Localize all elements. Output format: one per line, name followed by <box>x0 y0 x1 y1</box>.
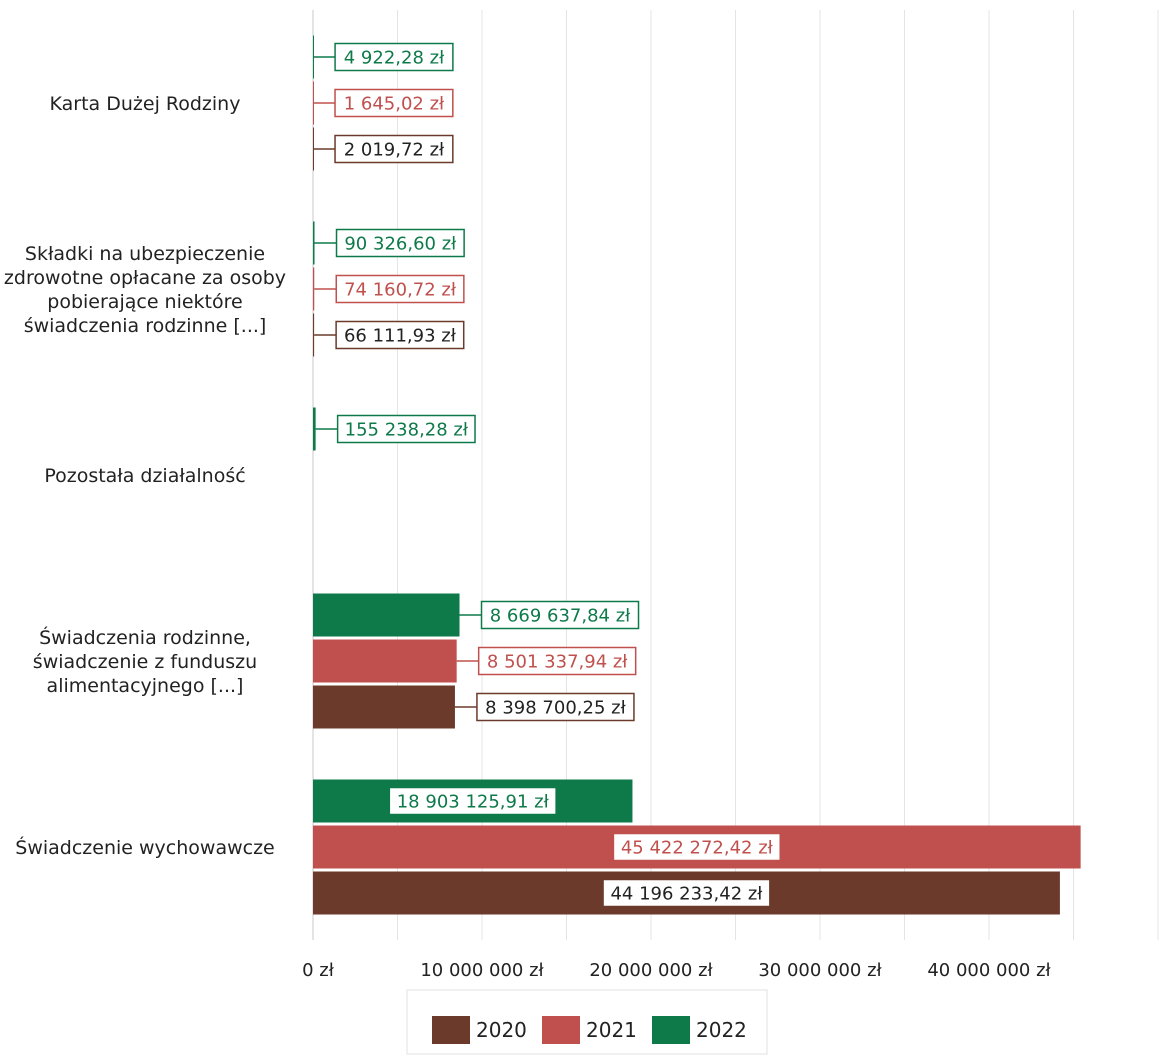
value-label-box <box>334 88 454 118</box>
bar-2021 <box>313 639 457 683</box>
category-label: Pozostała działalność <box>44 465 245 487</box>
x-tick-label: 10 000 000 zł <box>420 960 544 981</box>
legend-swatch-2020 <box>432 1016 470 1044</box>
x-tick-label: 40 000 000 zł <box>927 960 1051 981</box>
category-label: świadczenia rodzinne [...] <box>24 315 267 337</box>
legend-label: 2022 <box>696 1018 747 1042</box>
category-label: Karta Dużej Rodziny <box>50 93 241 115</box>
grid-lines <box>312 10 1159 940</box>
value-label-box <box>335 320 465 350</box>
bar-2022 <box>313 407 316 451</box>
category-label: Świadczenie wychowawcze <box>15 835 274 859</box>
bar-2021 <box>313 267 315 311</box>
value-label-box <box>612 832 781 862</box>
bar-2020 <box>313 313 315 357</box>
x-tick-label: 20 000 000 zł <box>589 960 713 981</box>
x-axis-tick-labels: 0 zł 10 000 000 zł 20 000 000 zł 30 000 000… <box>302 960 1051 981</box>
legend-label: 2021 <box>586 1018 637 1042</box>
category-label: zdrowotne opłacane za osoby <box>4 267 286 289</box>
x-tick-label: 30 000 000 zł <box>758 960 882 981</box>
value-label-box <box>477 646 637 676</box>
value-labels: 4 922,28 zł 90 326,60 zł 155 238,28 zł 8 66… <box>313 42 781 908</box>
value-label: 8 669 637,84 zł <box>490 606 631 627</box>
value-label-box <box>476 692 635 722</box>
value-label-box <box>334 134 454 164</box>
legend: 2020 2021 2022 <box>406 989 768 1055</box>
legend-swatch-2021 <box>542 1016 580 1044</box>
value-label: 8 501 337,94 zł <box>487 652 628 673</box>
value-label: 155 238,28 zł <box>345 420 469 441</box>
bars <box>313 35 1081 915</box>
value-label-box <box>480 600 640 630</box>
category-labels: Karta Dużej Rodziny Składki na ubezpiecze… <box>4 93 286 859</box>
value-label: 2 019,72 zł <box>344 140 445 161</box>
value-label: 4 922,28 zł <box>344 48 445 69</box>
legend-swatch-2022 <box>652 1016 690 1044</box>
value-label-box <box>334 42 454 72</box>
value-label: 45 422 272,42 zł <box>621 838 774 859</box>
value-label: 66 111,93 zł <box>344 326 457 347</box>
x-tick-label: 0 zł <box>302 960 335 981</box>
value-label: 44 196 233,42 zł <box>610 884 763 905</box>
category-label: alimentacyjnego [...] <box>47 675 244 697</box>
value-label: 74 160,72 zł <box>344 280 457 301</box>
value-label-box <box>335 274 465 304</box>
value-label-box <box>336 414 476 444</box>
category-label: Składki na ubezpieczenie <box>25 243 265 265</box>
category-label: Świadczenia rodzinne, <box>39 625 251 649</box>
bar-2020 <box>313 685 455 729</box>
value-label-box <box>602 878 771 908</box>
bar-2022 <box>313 593 460 637</box>
value-label: 90 326,60 zł <box>344 234 457 255</box>
value-label: 18 903 125,91 zł <box>397 792 550 813</box>
value-label-box <box>335 228 465 258</box>
bar-2022 <box>313 221 315 265</box>
value-label-box <box>388 786 557 816</box>
category-label: pobierające niektóre <box>47 291 242 313</box>
category-label: świadczenie z funduszu <box>33 651 257 673</box>
legend-label: 2020 <box>476 1018 527 1042</box>
value-label: 8 398 700,25 zł <box>485 698 626 719</box>
value-label: 1 645,02 zł <box>344 94 445 115</box>
